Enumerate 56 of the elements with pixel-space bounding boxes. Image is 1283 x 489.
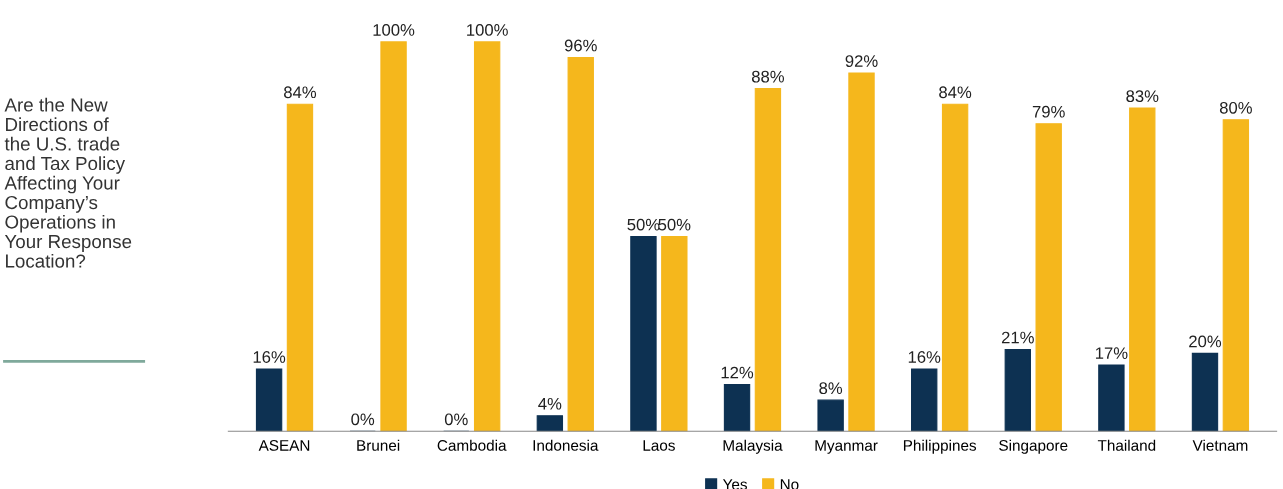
data-label: 92% (845, 55, 878, 67)
bar (567, 56, 594, 432)
data-label: 12% (721, 366, 754, 379)
x-tick-label: Thailand (1097, 439, 1156, 451)
x-tick-label: Cambodia (437, 439, 507, 451)
chart-title: Are the New Directions of the U.S. trade and Tax Policy Affecting Your Company’s Operations in Your Response Location? (4, 97, 132, 268)
data-label: 4% (538, 397, 562, 410)
data-label: 16% (253, 351, 286, 363)
data-label: 100% (467, 24, 508, 36)
data-label: 17% (1095, 347, 1128, 359)
bar (1129, 107, 1156, 432)
bar (286, 103, 314, 432)
bar (536, 415, 564, 432)
bar (630, 236, 657, 432)
x-tick-label: Philippines (903, 439, 977, 454)
data-label: 88% (751, 70, 785, 83)
x-tick-label: Laos (643, 440, 675, 451)
bar (1222, 119, 1250, 432)
bar (817, 399, 844, 432)
bar (1035, 123, 1062, 432)
bar (848, 72, 875, 432)
data-label: 0% (351, 413, 375, 426)
bar (941, 103, 969, 432)
bar (1098, 364, 1125, 432)
bar (380, 41, 407, 432)
data-label: 80% (1219, 101, 1252, 114)
legend-label: Yes (722, 479, 747, 489)
data-label: 20% (1189, 335, 1222, 348)
data-label: 21% (1001, 331, 1034, 344)
bar (723, 384, 751, 432)
x-tick-label: Vietnam (1192, 439, 1248, 451)
bar (661, 236, 688, 432)
data-label: 100% (373, 24, 415, 36)
x-tick-label: Indonesia (533, 439, 599, 451)
bar (255, 368, 283, 432)
data-label: 50% (627, 218, 660, 231)
bar (754, 88, 782, 432)
data-label: 84% (284, 86, 317, 99)
x-tick-label: Malaysia (723, 439, 783, 454)
data-label: 8% (819, 382, 843, 395)
data-label: 16% (908, 351, 941, 363)
data-label: 83% (1126, 90, 1159, 103)
legend-label: No (780, 479, 799, 489)
bar (1191, 352, 1219, 432)
x-tick-label: Myanmar (815, 440, 878, 454)
x-tick-label: Singapore (999, 439, 1068, 454)
bar (1004, 348, 1031, 432)
x-tick-label: ASEAN (258, 440, 310, 451)
data-label: 50% (658, 218, 691, 231)
bar (911, 368, 938, 432)
data-label: 84% (939, 86, 972, 99)
x-tick-label: Brunei (357, 439, 400, 451)
data-label: 96% (564, 39, 597, 52)
bar (473, 41, 501, 432)
data-label: 0% (444, 413, 468, 426)
data-label: 79% (1032, 105, 1065, 118)
